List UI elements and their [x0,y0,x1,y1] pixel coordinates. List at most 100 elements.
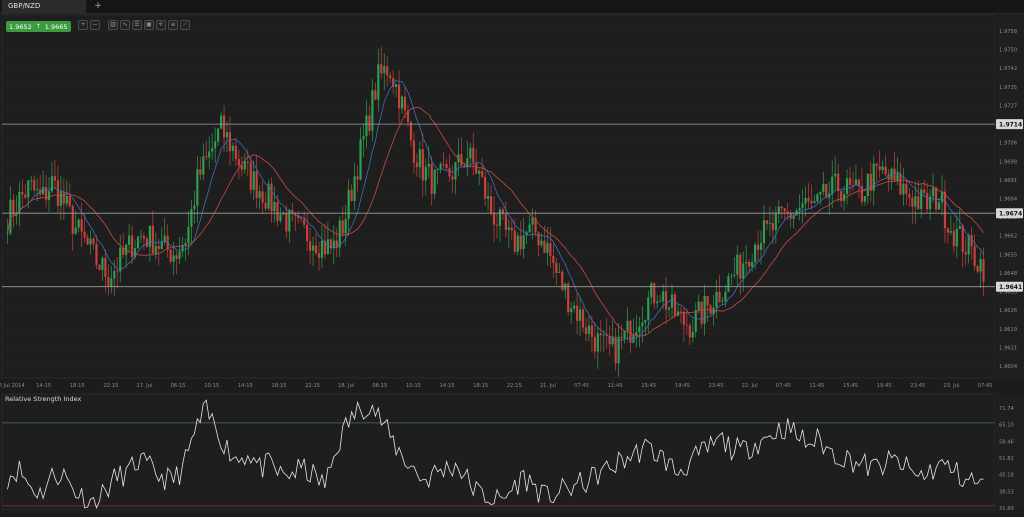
candle-body [546,243,549,253]
candle-body [837,173,840,192]
candle-body [549,243,552,256]
candle-body [706,296,709,306]
candle-body [970,235,973,247]
candle-body [673,294,677,316]
candle-body [136,236,140,249]
time-tick-label: 23. Jul [943,383,959,389]
settings-icon[interactable]: ☰ [132,20,142,30]
candle-body [472,147,475,163]
candle-body [317,253,321,258]
candle-body [783,208,786,212]
candle-body [214,141,217,149]
candle-body [659,301,662,303]
tab-gbp-nzd[interactable]: GBP/NZD [2,0,86,13]
candle-body [427,163,430,167]
candle-body [154,246,157,254]
candle-body [614,336,617,364]
chart-canvas[interactable]: 1.97581.97501.97421.97351.97271.97201.97… [0,13,1024,517]
level-price-badge [996,281,1023,292]
time-tick-label: 06:15 [372,383,387,389]
candle-body [101,257,104,270]
candle-body [178,251,181,259]
candle-body [834,173,837,177]
price-tick-label: 1.9691 [999,178,1017,184]
candle-body [89,238,92,245]
time-tick-label: 19:45 [675,383,690,389]
candle-body [261,191,264,203]
candle-body [392,78,395,88]
price-quote-badge[interactable]: 1.9652 ↑ 1.9665 [6,21,71,32]
candle-body [133,248,137,258]
candle-body [929,196,932,210]
candle-body [620,336,623,339]
candle-body [424,166,427,181]
candle-body [831,176,834,194]
rsi-tick-label: 51.82 [999,456,1014,462]
candle-body [282,213,285,215]
candle-body [911,197,914,207]
candle-body [77,219,80,228]
add-tab-button[interactable]: + [94,1,102,11]
rsi-tick-label: 45.18 [999,473,1014,479]
price-tick-label: 1.9735 [999,85,1017,91]
candle-body [18,191,21,213]
candle-body [187,226,190,244]
candle-body [403,96,407,111]
candle-body [6,233,9,235]
chart-type-icon[interactable]: ▥ [108,20,118,30]
candle-body [843,193,846,201]
candles [6,46,985,377]
up-arrow-icon: ↑ [35,23,41,30]
candle-body [762,220,766,244]
candle-body [368,115,371,131]
time-tick-label: 14:15 [238,383,253,389]
object-list-icon[interactable]: ≡ [168,20,178,30]
candle-body [813,201,816,204]
candle-body [682,311,685,325]
crosshair-icon[interactable]: ✛ [156,20,166,30]
candle-body [439,163,442,170]
candle-body [908,194,911,198]
rsi-panel [1,393,996,511]
candle-body [937,202,941,210]
candle-body [662,291,665,302]
time-tick-label: 07:45 [776,383,791,389]
candle-body [309,241,312,251]
candle-body [946,228,949,233]
candle-body [584,327,588,334]
candle-body [193,205,196,210]
candle-body [507,227,510,231]
save-icon[interactable]: ▣ [144,20,154,30]
candle-body [819,191,822,195]
indicator-icon[interactable]: ∿ [120,20,130,30]
candle-body [306,224,309,242]
candle-body [68,195,71,207]
candle-body [163,235,166,242]
zoom-in-icon[interactable]: + [78,20,88,30]
candle-body [694,310,697,332]
zoom-out-icon[interactable]: − [90,20,100,30]
candle-body [492,212,496,225]
candle-body [466,158,469,168]
time-tick-label: 10:15 [406,383,421,389]
candle-body [228,132,232,152]
candle-body [899,173,902,195]
time-tick-label: 23:45 [709,383,724,389]
candle-body [350,189,353,201]
candle-body [430,163,433,194]
candle-body [537,232,540,246]
candle-body [107,277,110,287]
candle-body [608,335,611,345]
candle-body [756,244,760,250]
candle-body [92,238,95,244]
candle-body [932,188,935,197]
draw-line-icon[interactable]: ⟋ [180,20,190,30]
price-tick-label: 1.9662 [999,234,1017,240]
candle-body [448,168,451,177]
moving-average-fast [7,79,984,342]
time-tick-label: 15:45 [843,383,858,389]
rsi-tick-label: 65.10 [999,423,1014,429]
candle-body [326,239,329,255]
candle-body [234,145,237,160]
candle-body [789,212,792,219]
